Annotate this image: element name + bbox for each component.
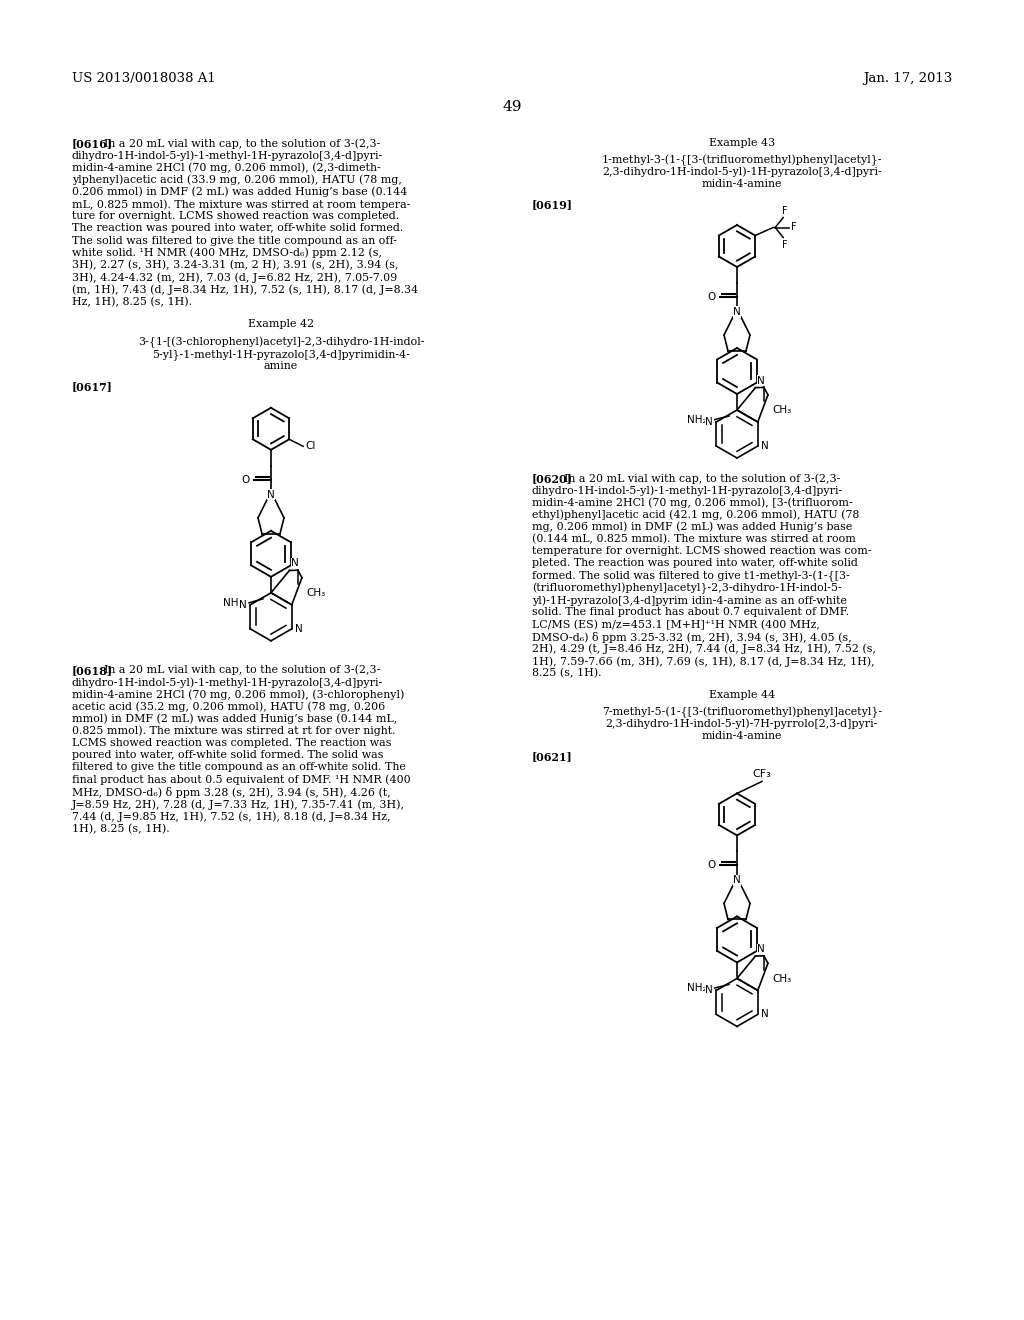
Text: 5-yl}-1-methyl-1H-pyrazolo[3,4-d]pyrimidin-4-: 5-yl}-1-methyl-1H-pyrazolo[3,4-d]pyrimid… — [152, 350, 410, 360]
Text: N: N — [706, 417, 713, 426]
Text: Jan. 17, 2013: Jan. 17, 2013 — [863, 73, 952, 84]
Text: The reaction was poured into water, off-white solid formed.: The reaction was poured into water, off-… — [72, 223, 403, 234]
Text: (0.144 mL, 0.825 mmol). The mixture was stirred at room: (0.144 mL, 0.825 mmol). The mixture was … — [532, 535, 856, 544]
Text: J=8.59 Hz, 2H), 7.28 (d, J=7.33 Hz, 1H), 7.35-7.41 (m, 3H),: J=8.59 Hz, 2H), 7.28 (d, J=7.33 Hz, 1H),… — [72, 799, 406, 809]
Text: In a 20 mL vial with cap, to the solution of 3-(2,3-: In a 20 mL vial with cap, to the solutio… — [564, 473, 841, 483]
Text: DMSO-d₆) δ ppm 3.25-3.32 (m, 2H), 3.94 (s, 3H), 4.05 (s,: DMSO-d₆) δ ppm 3.25-3.32 (m, 2H), 3.94 (… — [532, 631, 852, 643]
Text: formed. The solid was filtered to give t1-methyl-3-(1-{[3-: formed. The solid was filtered to give t… — [532, 570, 850, 582]
Text: CH₃: CH₃ — [772, 405, 792, 416]
Text: N: N — [295, 624, 302, 634]
Text: NH₂: NH₂ — [223, 598, 243, 607]
Text: MHz, DMSO-d₆) δ ppm 3.28 (s, 2H), 3.94 (s, 5H), 4.26 (t,: MHz, DMSO-d₆) δ ppm 3.28 (s, 2H), 3.94 (… — [72, 787, 391, 797]
Text: CH₃: CH₃ — [306, 589, 326, 598]
Text: pleted. The reaction was poured into water, off-white solid: pleted. The reaction was poured into wat… — [532, 558, 858, 569]
Text: filtered to give the title compound as an off-white solid. The: filtered to give the title compound as a… — [72, 763, 406, 772]
Text: ture for overnight. LCMS showed reaction was completed.: ture for overnight. LCMS showed reaction… — [72, 211, 399, 222]
Text: NH₂: NH₂ — [687, 414, 707, 425]
Text: N: N — [758, 944, 765, 954]
Text: 0.206 mmol) in DMF (2 mL) was added Hunig’s base (0.144: 0.206 mmol) in DMF (2 mL) was added Huni… — [72, 187, 408, 198]
Text: In a 20 mL vial with cap, to the solution of 3-(2,3-: In a 20 mL vial with cap, to the solutio… — [104, 665, 381, 676]
Text: LCMS showed reaction was completed. The reaction was: LCMS showed reaction was completed. The … — [72, 738, 391, 748]
Text: 3-{1-[(3-chlorophenyl)acetyl]-2,3-dihydro-1H-indol-: 3-{1-[(3-chlorophenyl)acetyl]-2,3-dihydr… — [138, 337, 424, 348]
Text: 2,3-dihydro-1H-indol-5-yl)-7H-pyrrolo[2,3-d]pyri-: 2,3-dihydro-1H-indol-5-yl)-7H-pyrrolo[2,… — [606, 719, 879, 730]
Text: 1H), 8.25 (s, 1H).: 1H), 8.25 (s, 1H). — [72, 824, 170, 834]
Text: white solid. ¹H NMR (400 MHz, DMSO-d₆) ppm 2.12 (s,: white solid. ¹H NMR (400 MHz, DMSO-d₆) p… — [72, 248, 382, 259]
Text: N: N — [267, 490, 274, 500]
Text: ylphenyl)acetic acid (33.9 mg, 0.206 mmol), HATU (78 mg,: ylphenyl)acetic acid (33.9 mg, 0.206 mmo… — [72, 174, 401, 185]
Text: N: N — [761, 1010, 769, 1019]
Text: US 2013/0018038 A1: US 2013/0018038 A1 — [72, 73, 216, 84]
Text: temperature for overnight. LCMS showed reaction was com-: temperature for overnight. LCMS showed r… — [532, 546, 871, 556]
Text: N: N — [240, 599, 247, 610]
Text: midin-4-amine 2HCl (70 mg, 0.206 mmol), (2,3-dimeth-: midin-4-amine 2HCl (70 mg, 0.206 mmol), … — [72, 162, 381, 173]
Text: CF₃: CF₃ — [753, 770, 771, 779]
Text: CH₃: CH₃ — [772, 974, 792, 983]
Text: Example 42: Example 42 — [248, 319, 314, 329]
Text: 1H), 7.59-7.66 (m, 3H), 7.69 (s, 1H), 8.17 (d, J=8.34 Hz, 1H),: 1H), 7.59-7.66 (m, 3H), 7.69 (s, 1H), 8.… — [532, 656, 874, 667]
Text: [0619]: [0619] — [532, 199, 573, 210]
Text: N: N — [758, 376, 765, 385]
Text: 2,3-dihydro-1H-indol-5-yl)-1H-pyrazolo[3,4-d]pyri-: 2,3-dihydro-1H-indol-5-yl)-1H-pyrazolo[3… — [602, 166, 882, 177]
Text: acetic acid (35.2 mg, 0.206 mmol), HATU (78 mg, 0.206: acetic acid (35.2 mg, 0.206 mmol), HATU … — [72, 701, 385, 711]
Text: N: N — [292, 558, 299, 569]
Text: In a 20 mL vial with cap, to the solution of 3-(2,3-: In a 20 mL vial with cap, to the solutio… — [104, 139, 381, 149]
Text: [0616]: [0616] — [72, 139, 113, 149]
Text: 8.25 (s, 1H).: 8.25 (s, 1H). — [532, 668, 601, 678]
Text: (m, 1H), 7.43 (d, J=8.34 Hz, 1H), 7.52 (s, 1H), 8.17 (d, J=8.34: (m, 1H), 7.43 (d, J=8.34 Hz, 1H), 7.52 (… — [72, 284, 418, 294]
Text: 3H), 4.24-4.32 (m, 2H), 7.03 (d, J=6.82 Hz, 2H), 7.05-7.09: 3H), 4.24-4.32 (m, 2H), 7.03 (d, J=6.82 … — [72, 272, 397, 282]
Text: amine: amine — [264, 362, 298, 371]
Text: poured into water, off-white solid formed. The solid was: poured into water, off-white solid forme… — [72, 750, 384, 760]
Text: 1-methyl-3-(1-{[3-(trifluoromethyl)phenyl]acetyl}-: 1-methyl-3-(1-{[3-(trifluoromethyl)pheny… — [602, 154, 883, 165]
Text: N: N — [761, 441, 769, 451]
Text: F: F — [782, 206, 788, 215]
Text: F: F — [782, 239, 788, 249]
Text: [0620]: [0620] — [532, 473, 572, 484]
Text: final product has about 0.5 equivalent of DMF. ¹H NMR (400: final product has about 0.5 equivalent o… — [72, 775, 411, 785]
Text: Cl: Cl — [305, 441, 315, 451]
Text: Hz, 1H), 8.25 (s, 1H).: Hz, 1H), 8.25 (s, 1H). — [72, 297, 193, 308]
Text: O: O — [708, 861, 716, 870]
Text: ethyl)phenyl]acetic acid (42.1 mg, 0.206 mmol), HATU (78: ethyl)phenyl]acetic acid (42.1 mg, 0.206… — [532, 510, 859, 520]
Text: dihydro-1H-indol-5-yl)-1-methyl-1H-pyrazolo[3,4-d]pyri-: dihydro-1H-indol-5-yl)-1-methyl-1H-pyraz… — [532, 486, 843, 496]
Text: 3H), 2.27 (s, 3H), 3.24-3.31 (m, 2 H), 3.91 (s, 2H), 3.94 (s,: 3H), 2.27 (s, 3H), 3.24-3.31 (m, 2 H), 3… — [72, 260, 398, 271]
Text: dihydro-1H-indol-5-yl)-1-methyl-1H-pyrazolo[3,4-d]pyri-: dihydro-1H-indol-5-yl)-1-methyl-1H-pyraz… — [72, 150, 383, 161]
Text: midin-4-amine: midin-4-amine — [701, 731, 782, 741]
Text: N: N — [733, 308, 741, 317]
Text: N: N — [706, 986, 713, 995]
Text: midin-4-amine: midin-4-amine — [701, 178, 782, 189]
Text: N: N — [733, 875, 741, 886]
Text: [0617]: [0617] — [72, 381, 113, 392]
Text: NH₂: NH₂ — [687, 983, 707, 994]
Text: 0.825 mmol). The mixture was stirred at rt for over night.: 0.825 mmol). The mixture was stirred at … — [72, 726, 395, 737]
Text: O: O — [242, 475, 250, 484]
Text: LC/MS (ES) m/z=453.1 [M+H]⁺¹H NMR (400 MHz,: LC/MS (ES) m/z=453.1 [M+H]⁺¹H NMR (400 M… — [532, 619, 820, 630]
Text: [0618]: [0618] — [72, 665, 113, 676]
Text: 7-methyl-5-(1-{[3-(trifluoromethyl)phenyl]acetyl}-: 7-methyl-5-(1-{[3-(trifluoromethyl)pheny… — [602, 706, 882, 718]
Text: F: F — [792, 223, 797, 232]
Text: Example 43: Example 43 — [709, 139, 775, 148]
Text: (trifluoromethyl)phenyl]acetyl}-2,3-dihydro-1H-indol-5-: (trifluoromethyl)phenyl]acetyl}-2,3-dihy… — [532, 583, 842, 594]
Text: Example 44: Example 44 — [709, 690, 775, 701]
Text: midin-4-amine 2HCl (70 mg, 0.206 mmol), (3-chlorophenyl): midin-4-amine 2HCl (70 mg, 0.206 mmol), … — [72, 689, 404, 700]
Text: The solid was filtered to give the title compound as an off-: The solid was filtered to give the title… — [72, 235, 397, 246]
Text: solid. The final product has about 0.7 equivalent of DMF.: solid. The final product has about 0.7 e… — [532, 607, 849, 618]
Text: mmol) in DMF (2 mL) was added Hunig’s base (0.144 mL,: mmol) in DMF (2 mL) was added Hunig’s ba… — [72, 714, 397, 725]
Text: yl)-1H-pyrazolo[3,4-d]pyrim idin-4-amine as an off-white: yl)-1H-pyrazolo[3,4-d]pyrim idin-4-amine… — [532, 595, 847, 606]
Text: O: O — [708, 292, 716, 302]
Text: mL, 0.825 mmol). The mixture was stirred at room tempera-: mL, 0.825 mmol). The mixture was stirred… — [72, 199, 411, 210]
Text: 7.44 (d, J=9.85 Hz, 1H), 7.52 (s, 1H), 8.18 (d, J=8.34 Hz,: 7.44 (d, J=9.85 Hz, 1H), 7.52 (s, 1H), 8… — [72, 812, 390, 822]
Text: 49: 49 — [502, 100, 522, 114]
Text: mg, 0.206 mmol) in DMF (2 mL) was added Hunig’s base: mg, 0.206 mmol) in DMF (2 mL) was added … — [532, 521, 852, 532]
Text: dihydro-1H-indol-5-yl)-1-methyl-1H-pyrazolo[3,4-d]pyri-: dihydro-1H-indol-5-yl)-1-methyl-1H-pyraz… — [72, 677, 383, 688]
Text: midin-4-amine 2HCl (70 mg, 0.206 mmol), [3-(trifluorom-: midin-4-amine 2HCl (70 mg, 0.206 mmol), … — [532, 498, 853, 508]
Text: [0621]: [0621] — [532, 751, 572, 762]
Text: 2H), 4.29 (t, J=8.46 Hz, 2H), 7.44 (d, J=8.34 Hz, 1H), 7.52 (s,: 2H), 4.29 (t, J=8.46 Hz, 2H), 7.44 (d, J… — [532, 644, 876, 655]
